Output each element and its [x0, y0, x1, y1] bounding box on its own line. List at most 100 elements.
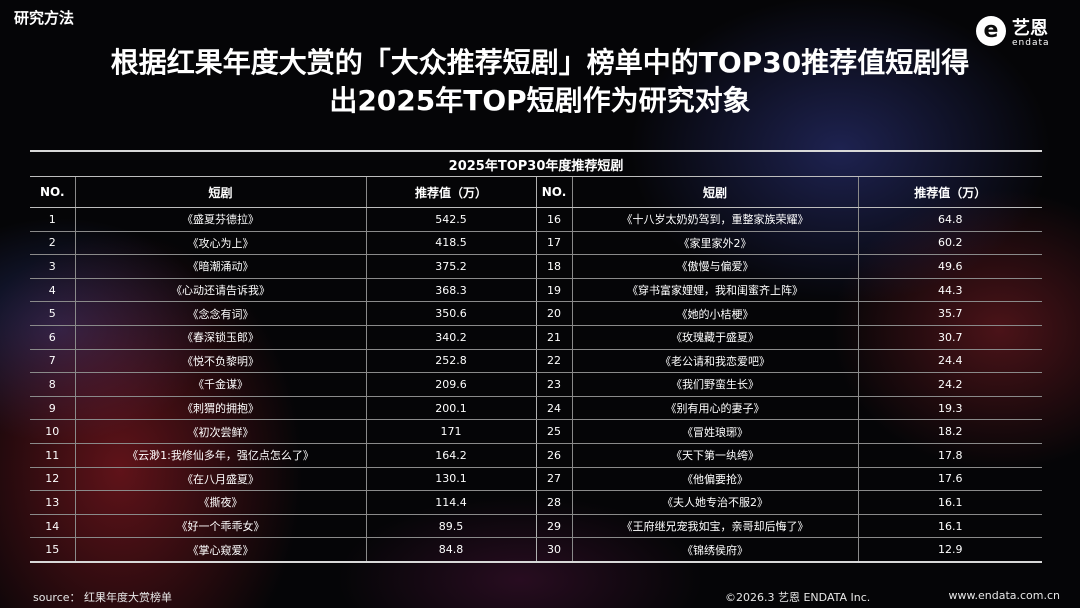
drama-name-cell: 《念念有词》	[75, 301, 367, 326]
table-row: 7 《悦不负黎明》 252.8 22 《老公请和我恋爱吧》 24.4	[30, 349, 1043, 374]
rank-cell: 30	[536, 537, 573, 563]
drama-name-cell: 《暗潮涌动》	[75, 254, 367, 279]
recommend-value-cell: 16.1	[858, 514, 1043, 539]
recommend-value-cell: 200.1	[366, 396, 537, 421]
rank-cell: 22	[536, 349, 573, 374]
recommend-value-cell: 64.8	[858, 207, 1043, 232]
header-no-right: NO.	[536, 176, 573, 208]
rank-cell: 19	[536, 278, 573, 303]
drama-name-cell: 《天下第一纨绔》	[572, 443, 859, 468]
table-body: 1 《盛夏芬德拉》 542.5 16 《十八岁太奶奶驾到，重整家族荣耀》 64.8 2 《攻心…	[30, 207, 1043, 563]
rank-cell: 3	[30, 254, 76, 279]
drama-name-cell: 《王府继兄宠我如宝，亲哥却后悔了》	[572, 514, 859, 539]
brand-mark-icon: e	[976, 16, 1006, 46]
recommend-value-cell: 350.6	[366, 301, 537, 326]
recommend-value-cell: 542.5	[366, 207, 537, 232]
recommend-value-cell: 252.8	[366, 349, 537, 374]
drama-name-cell: 《掌心窥爱》	[75, 537, 367, 563]
rank-cell: 29	[536, 514, 573, 539]
header-drama-right: 短剧	[572, 176, 859, 208]
table-row: 11 《云渺1:我修仙多年，强亿点怎么了》 164.2 26 《天下第一纨绔》 17.8	[30, 443, 1043, 468]
recommend-value-cell: 12.9	[858, 537, 1043, 563]
table-row: 4 《心动还请告诉我》 368.3 19 《穿书富家娌娌，我和闺蜜齐上阵》 44.3	[30, 278, 1043, 303]
recommend-value-cell: 49.6	[858, 254, 1043, 279]
table-row: 2 《攻心为上》 418.5 17 《家里家外2》 60.2	[30, 231, 1043, 256]
rank-cell: 15	[30, 537, 76, 563]
drama-name-cell: 《心动还请告诉我》	[75, 278, 367, 303]
recommend-value-cell: 60.2	[858, 231, 1043, 256]
brand-name-en: endata	[1012, 38, 1050, 48]
table-row: 8 《千金谋》 209.6 23 《我们野蛮生长》 24.2	[30, 372, 1043, 397]
table-row: 14 《好一个乖乖女》 89.5 29 《王府继兄宠我如宝，亲哥却后悔了》 16.1	[30, 514, 1043, 539]
drama-name-cell: 《刺猬的拥抱》	[75, 396, 367, 421]
rank-cell: 23	[536, 372, 573, 397]
rank-cell: 5	[30, 301, 76, 326]
rank-cell: 14	[30, 514, 76, 539]
rank-cell: 28	[536, 490, 573, 515]
rank-cell: 21	[536, 325, 573, 350]
rank-cell: 25	[536, 419, 573, 444]
drama-name-cell: 《冒姓琅琊》	[572, 419, 859, 444]
rank-cell: 17	[536, 231, 573, 256]
drama-name-cell: 《云渺1:我修仙多年，强亿点怎么了》	[75, 443, 367, 468]
section-label: 研究方法	[14, 9, 75, 27]
drama-name-cell: 《攻心为上》	[75, 231, 367, 256]
recommend-value-cell: 171	[366, 419, 537, 444]
recommend-value-cell: 17.6	[858, 467, 1043, 492]
title-line-2: 出2025年TOP短剧作为研究对象	[329, 84, 751, 117]
recommend-value-cell: 89.5	[366, 514, 537, 539]
drama-name-cell: 《老公请和我恋爱吧》	[572, 349, 859, 374]
rank-cell: 8	[30, 372, 76, 397]
rank-cell: 20	[536, 301, 573, 326]
table-row: 12 《在八月盛夏》 130.1 27 《他偏要抢》 17.6	[30, 467, 1043, 492]
drama-name-cell: 《悦不负黎明》	[75, 349, 367, 374]
drama-name-cell: 《玫瑰藏于盛夏》	[572, 325, 859, 350]
drama-name-cell: 《千金谋》	[75, 372, 367, 397]
recommend-value-cell: 375.2	[366, 254, 537, 279]
rank-cell: 9	[30, 396, 76, 421]
drama-name-cell: 《他偏要抢》	[572, 467, 859, 492]
table-caption: 2025年TOP30年度推荐短剧	[30, 150, 1043, 177]
rank-cell: 18	[536, 254, 573, 279]
drama-name-cell: 《夫人她专治不服2》	[572, 490, 859, 515]
table-row: 5 《念念有词》 350.6 20 《她的小桔梗》 35.7	[30, 301, 1043, 326]
drama-name-cell: 《在八月盛夏》	[75, 467, 367, 492]
recommend-value-cell: 368.3	[366, 278, 537, 303]
drama-name-cell: 《初次尝鲜》	[75, 419, 367, 444]
rank-cell: 11	[30, 443, 76, 468]
recommend-value-cell: 114.4	[366, 490, 537, 515]
drama-name-cell: 《傲慢与偏爱》	[572, 254, 859, 279]
recommend-value-cell: 19.3	[858, 396, 1043, 421]
drama-name-cell: 《春深锁玉郎》	[75, 325, 367, 350]
recommend-value-cell: 164.2	[366, 443, 537, 468]
table-row: 6 《春深锁玉郎》 340.2 21 《玫瑰藏于盛夏》 30.7	[30, 325, 1043, 350]
recommend-value-cell: 35.7	[858, 301, 1043, 326]
recommend-value-cell: 130.1	[366, 467, 537, 492]
rank-cell: 4	[30, 278, 76, 303]
title-line-1: 根据红果年度大赏的「大众推荐短剧」榜单中的TOP30推荐值短剧得	[110, 46, 970, 79]
rank-cell: 12	[30, 467, 76, 492]
ranking-table: 2025年TOP30年度推荐短剧 NO. 短剧 推荐值（万） NO. 短剧 推荐…	[30, 150, 1043, 563]
rank-cell: 26	[536, 443, 573, 468]
rank-cell: 16	[536, 207, 573, 232]
brand-name-cn: 艺恩	[1012, 18, 1048, 39]
footer-copyright: ©2026.3 艺恩 ENDATA Inc.	[725, 591, 871, 604]
drama-name-cell: 《别有用心的妻子》	[572, 396, 859, 421]
drama-name-cell: 《好一个乖乖女》	[75, 514, 367, 539]
rank-cell: 1	[30, 207, 76, 232]
drama-name-cell: 《我们野蛮生长》	[572, 372, 859, 397]
recommend-value-cell: 24.4	[858, 349, 1043, 374]
page-title: 根据红果年度大赏的「大众推荐短剧」榜单中的TOP30推荐值短剧得 出2025年T…	[40, 44, 1040, 120]
rank-cell: 13	[30, 490, 76, 515]
header-no-left: NO.	[30, 176, 76, 208]
header-value-left: 推荐值（万）	[366, 176, 537, 208]
header-drama-left: 短剧	[75, 176, 367, 208]
brand-logo: e 艺恩 endata	[976, 14, 1066, 50]
rank-cell: 7	[30, 349, 76, 374]
drama-name-cell: 《撕夜》	[75, 490, 367, 515]
rank-cell: 24	[536, 396, 573, 421]
recommend-value-cell: 209.6	[366, 372, 537, 397]
footer-source: source： 红果年度大赏榜单	[33, 591, 173, 604]
drama-name-cell: 《穿书富家娌娌，我和闺蜜齐上阵》	[572, 278, 859, 303]
recommend-value-cell: 84.8	[366, 537, 537, 563]
